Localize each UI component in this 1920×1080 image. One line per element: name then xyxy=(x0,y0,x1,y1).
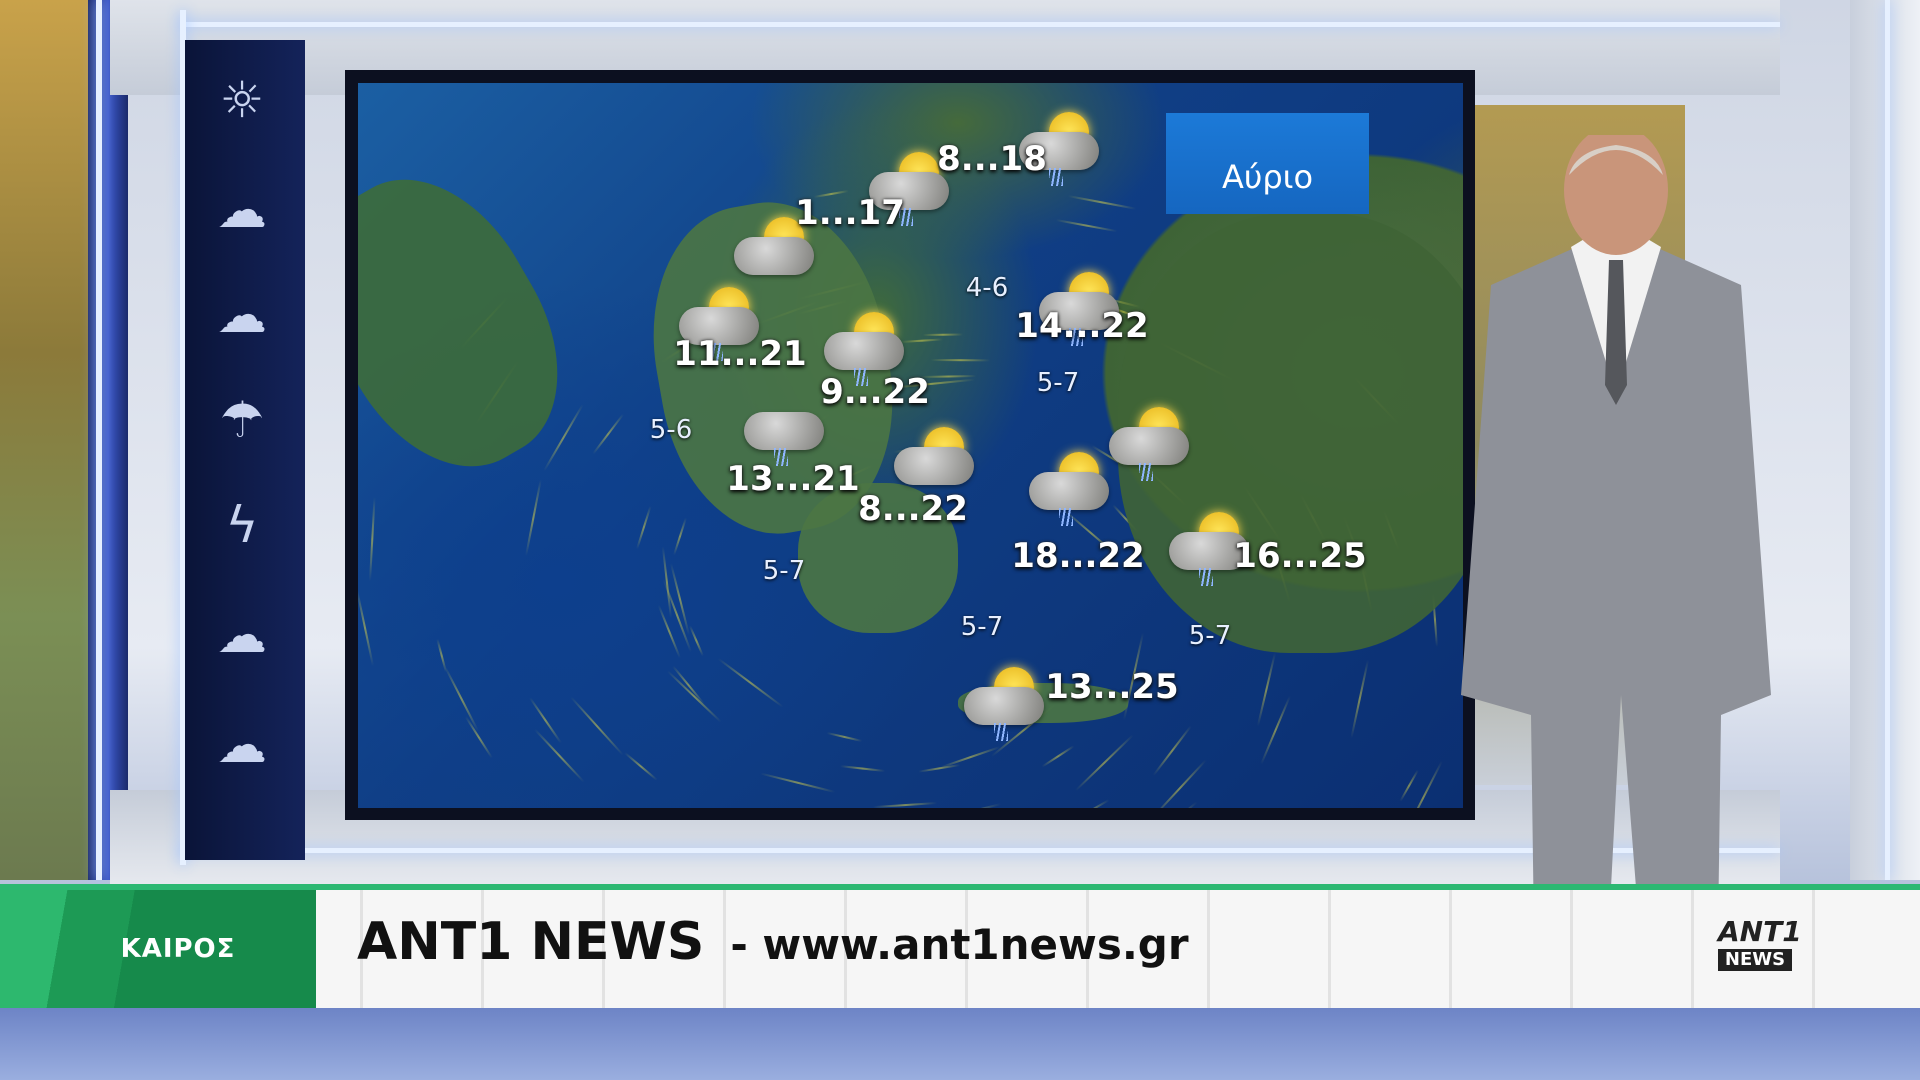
temperature-label: 13...21 xyxy=(726,459,859,499)
cloud-wind-icon: ☁ xyxy=(207,710,277,780)
ticker-url: - www.ant1news.gr xyxy=(730,920,1188,969)
wind-streak xyxy=(624,752,657,781)
wind-streak xyxy=(1067,195,1135,210)
studio-floor xyxy=(0,1008,1920,1080)
light-strip-right xyxy=(1885,0,1890,880)
wind-streak xyxy=(1261,696,1292,765)
ant1-news-logo: ANT1 NEWS xyxy=(1718,918,1792,978)
wind-streak xyxy=(1075,734,1134,791)
wind-streak xyxy=(570,696,623,755)
ticker-brand: ANT1 NEWS xyxy=(357,912,704,972)
wind-streak xyxy=(839,765,884,772)
wind-streak xyxy=(1064,799,1109,808)
wind-streak xyxy=(919,764,961,773)
temperature-label: 16...25 xyxy=(1233,536,1366,576)
studio-pillar xyxy=(88,0,128,880)
wind-streak xyxy=(673,518,687,555)
wind-streak xyxy=(931,359,990,361)
wind-streak xyxy=(444,666,479,732)
light-strip xyxy=(96,0,102,880)
wind-streak xyxy=(1041,745,1074,767)
wind-streak xyxy=(941,746,1001,768)
wind-streak xyxy=(1056,219,1118,232)
section-label: ΚΑΙΡΟΣ xyxy=(0,890,316,1008)
wind-label: 5-7 xyxy=(1037,368,1079,398)
wind-streak xyxy=(529,697,562,743)
wind-label: 5-7 xyxy=(763,556,805,586)
temperature-label: 1...17 xyxy=(795,193,905,233)
sun-cloud-rain-icon xyxy=(960,665,1050,735)
ticker: ANT1 NEWS - www.ant1news.gr xyxy=(357,912,1189,972)
temperature-label: 8...22 xyxy=(858,489,968,529)
wind-streak xyxy=(717,658,783,708)
wind-streak xyxy=(666,670,721,723)
wind-streak xyxy=(1399,770,1418,802)
temperature-label: 11...21 xyxy=(673,334,806,374)
lower-third: ΚΑΙΡΟΣ ANT1 NEWS - www.ant1news.gr ANT1 … xyxy=(0,884,1920,1008)
sun-cloud-rain-icon xyxy=(1105,405,1195,475)
wind-streak xyxy=(1350,660,1369,739)
temperature-label: 14...22 xyxy=(1015,306,1148,346)
italy-landmass xyxy=(358,143,600,503)
wind-streak xyxy=(465,716,493,758)
temperature-label: 18...22 xyxy=(1011,536,1144,576)
temperature-label: 13...25 xyxy=(1045,667,1178,707)
wind-streak xyxy=(1257,653,1276,727)
temperature-label: 9...22 xyxy=(820,372,930,412)
wind-label: 4-6 xyxy=(966,273,1008,303)
cloud-icon: ☁ xyxy=(207,280,277,350)
sun-cloud-rain-icon xyxy=(820,310,910,380)
sun-cloud-rain-icon xyxy=(1025,450,1115,520)
wind-label: 5-6 xyxy=(650,415,692,445)
wind-streak xyxy=(436,639,447,673)
wind-streak xyxy=(923,333,963,336)
cloud-rain-icon: ☂ xyxy=(207,385,277,455)
light-strip-top xyxy=(180,22,1780,27)
wind-streak xyxy=(672,666,704,705)
weather-icon-column: ☼ ☁ ☁ ☂ ϟ ☁ ☁ xyxy=(185,40,305,860)
wind-streak xyxy=(534,728,585,782)
wind-streak xyxy=(637,506,652,549)
wind-streak xyxy=(525,479,542,556)
wind-streak xyxy=(826,732,862,742)
logo-top: ANT1 xyxy=(1718,918,1792,946)
logo-bottom: NEWS xyxy=(1718,949,1792,971)
wind-streak xyxy=(358,589,374,666)
wind-streak xyxy=(874,802,938,808)
wind-streak xyxy=(593,414,625,455)
wind-label: 5-7 xyxy=(961,612,1003,642)
sun-icon: ☼ xyxy=(207,65,277,135)
wind-label: 5-7 xyxy=(1189,621,1231,651)
wind-streak xyxy=(1152,725,1191,775)
temperature-label: 8...18 xyxy=(937,139,1047,179)
cloud-rain-icon xyxy=(740,390,830,460)
wind-streak xyxy=(689,626,704,657)
clouds-icon: ☁ xyxy=(207,600,277,670)
wind-streak xyxy=(760,772,835,792)
thunderstorm-icon: ϟ xyxy=(207,490,277,560)
wind-streak xyxy=(369,497,376,581)
sun-cloud-icon: ☁ xyxy=(207,175,277,245)
sun-cloud-icon xyxy=(890,425,980,495)
tomorrow-label: Αύριο xyxy=(1166,113,1369,214)
